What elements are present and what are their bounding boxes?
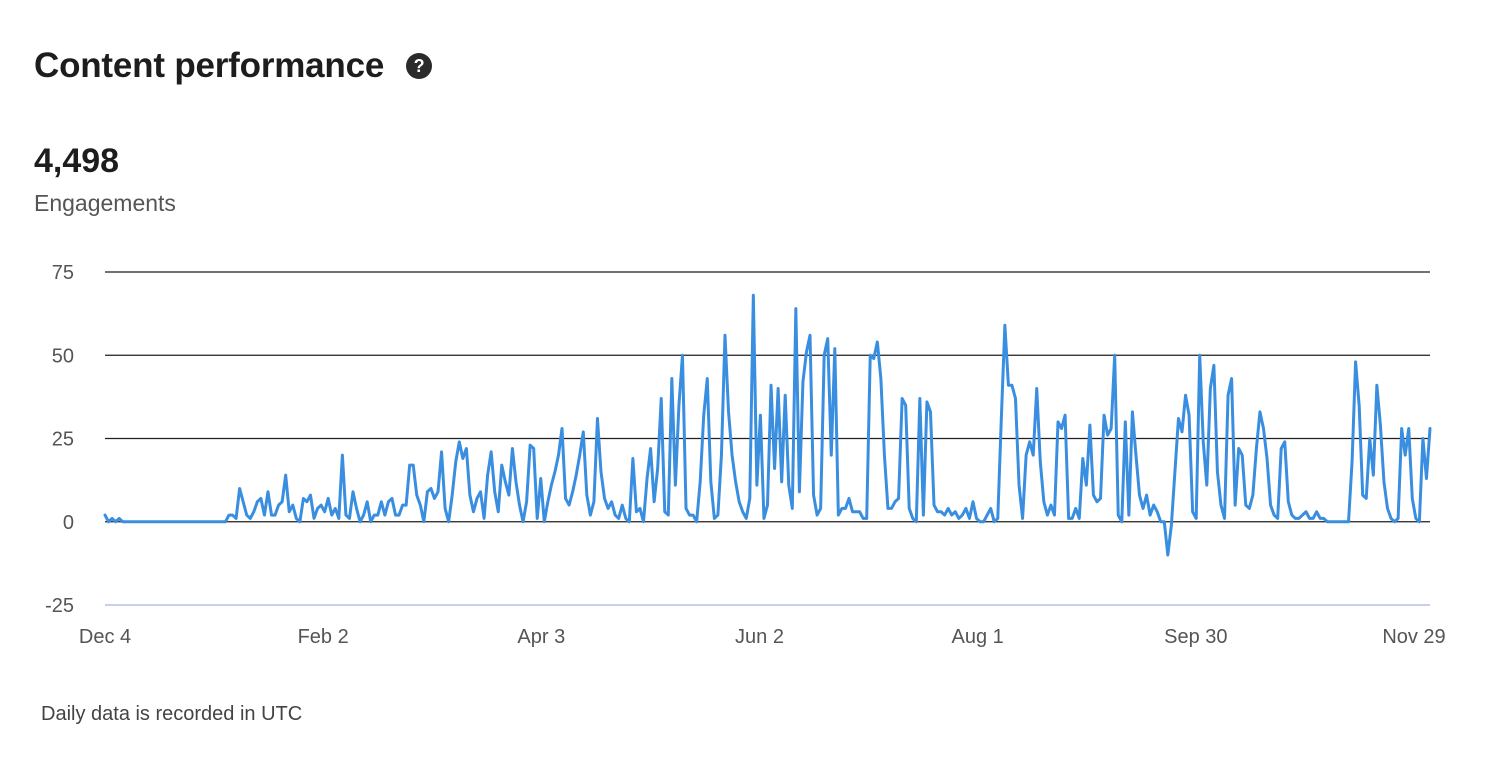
x-tick-label: Dec 4 xyxy=(79,626,131,648)
x-tick-label: Nov 29 xyxy=(1382,626,1445,648)
chart-header: Content performance ? xyxy=(34,46,433,86)
x-tick-label: Jun 2 xyxy=(735,626,784,648)
page-title: Content performance xyxy=(34,46,385,85)
series-line-engagements xyxy=(103,293,1432,557)
x-axis-ticks: Dec 4 Feb 2 Apr 3 Jun 2 Aug 1 Sep 30 Nov 29 xyxy=(79,626,1446,648)
y-tick-label: 75 xyxy=(52,262,74,284)
x-tick-label: Feb 2 xyxy=(298,626,349,648)
y-axis-ticks: 75 50 25 0 -25 xyxy=(45,262,74,617)
footnote: Daily data is recorded in UTC xyxy=(41,703,303,725)
question-circle-icon[interactable]: ? xyxy=(406,53,433,79)
x-tick-label: Aug 1 xyxy=(952,626,1004,648)
y-tick-label: 25 xyxy=(52,429,74,451)
engagements-label: Engagements xyxy=(34,190,176,216)
y-tick-label: 50 xyxy=(52,345,74,367)
engagements-total: 4,498 xyxy=(34,142,120,180)
x-tick-label: Apr 3 xyxy=(517,626,565,648)
engagements-line-chart: 75 50 25 0 -25 Dec 4 Feb 2 Apr 3 Jun 2 Aug 1 Sep … xyxy=(45,262,1446,648)
grid-lines xyxy=(105,271,1430,606)
y-tick-label: 0 xyxy=(63,512,74,534)
y-tick-label: -25 xyxy=(45,595,74,617)
x-tick-label: Sep 30 xyxy=(1164,626,1227,648)
